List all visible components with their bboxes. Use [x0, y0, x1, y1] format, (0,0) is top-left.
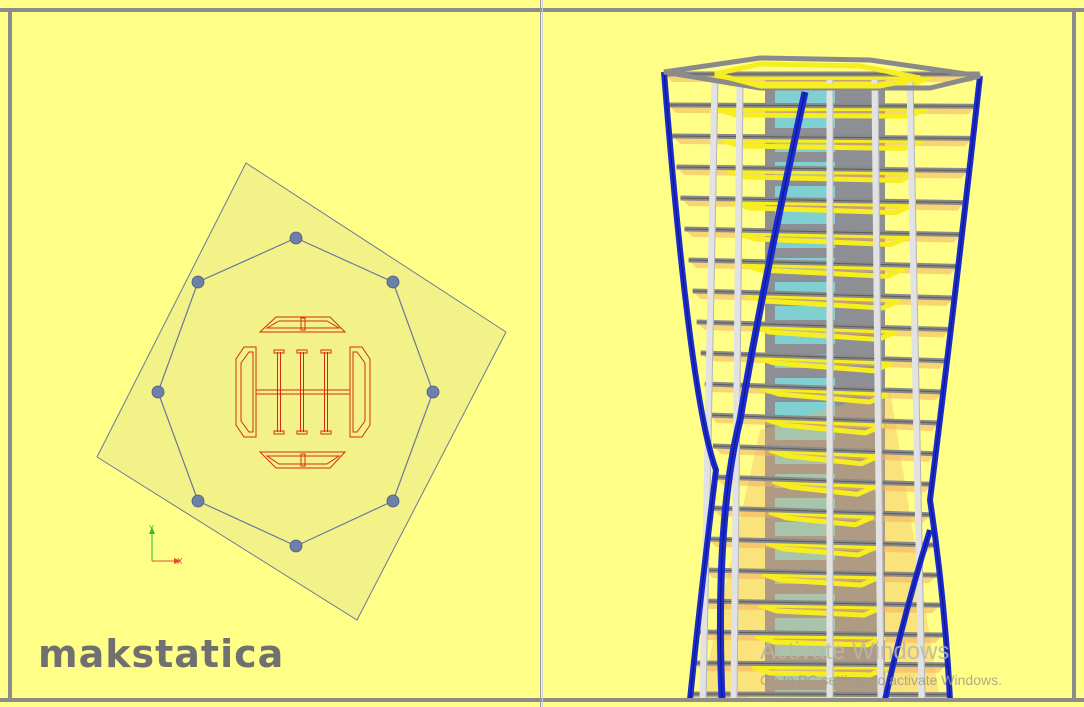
core-panel: [775, 618, 835, 632]
frame-border-left: [8, 8, 12, 702]
viewport-splitter[interactable]: [540, 0, 544, 707]
core-walls[interactable]: [235, 316, 371, 469]
plan-column: [426, 385, 440, 399]
plan-columns: [151, 231, 440, 553]
core-stub: [300, 317, 306, 331]
watermark-subtitle: Go to PC settings to activate Windows.: [760, 672, 1002, 688]
floor-perimeter-line: [712, 445, 937, 455]
floor-edge-beam: [751, 664, 890, 678]
floor-edge-beam: [765, 540, 878, 558]
core-right-wall-inner: [352, 351, 366, 433]
tower-floors: [664, 71, 980, 698]
core-panel: [775, 402, 835, 416]
tower-column-edge: [877, 79, 885, 698]
axis-y-arrow: [149, 527, 155, 534]
core-panel: [775, 186, 835, 200]
core-top-flange-inner: [265, 320, 341, 329]
plan-column: [386, 275, 400, 289]
core-top-flange: [258, 316, 347, 333]
axis-x-arrow: [174, 558, 181, 564]
core-panel: [775, 306, 835, 320]
core-left-wall: [235, 346, 257, 438]
plan-column: [151, 385, 165, 399]
roof-edge-beam: [714, 61, 921, 89]
floor-perimeter-line: [690, 693, 950, 696]
floor-edge-beam: [768, 509, 875, 528]
activation-watermark: Activate Windows Go to PC settings to ac…: [760, 638, 1002, 688]
plan-column: [191, 494, 205, 508]
core-web-cap: [320, 349, 332, 354]
floor-edge-beam: [755, 354, 893, 374]
tower-column: [871, 79, 885, 698]
core-web-cap: [273, 349, 285, 354]
floor-perimeter-line: [680, 197, 966, 204]
core-right-wall: [349, 346, 371, 438]
floor-edge-beam: [771, 478, 877, 497]
plan-column: [289, 231, 303, 245]
floor-edge-beam: [721, 137, 924, 151]
floor-edge-beam: [768, 447, 881, 467]
floor-edge-beam: [761, 571, 881, 588]
floor-edge-beam: [758, 602, 884, 618]
floor-perimeter-line: [701, 600, 941, 606]
core-web-cap: [273, 430, 285, 435]
plan-column: [289, 539, 303, 553]
core-left-wall-inner: [240, 351, 254, 433]
core-web-cap: [296, 349, 308, 354]
floor-perimeter-line: [700, 352, 948, 362]
floor-edge-beam: [759, 385, 889, 405]
core-web-cap: [320, 430, 332, 435]
core-bottom-flange: [258, 451, 347, 469]
tower-column-edge: [736, 79, 744, 698]
diagrid-brace-edge: [719, 91, 806, 698]
core-panel: [775, 210, 835, 224]
tower-model: [661, 55, 983, 698]
floor-perimeter-line: [711, 507, 931, 516]
axis-indicator: Y X: [148, 524, 183, 566]
tower-column-edge: [912, 79, 926, 698]
axis-y-label: Y: [148, 524, 154, 533]
floor-edge-beam: [764, 416, 885, 436]
tower-column-edge: [705, 79, 719, 698]
diagrid-brace-edge: [929, 75, 981, 698]
floor-edge-beam: [736, 230, 911, 248]
watermark-title: Activate Windows: [760, 638, 950, 665]
floor-perimeter-line: [668, 104, 977, 107]
plan-viewport[interactable]: Y X: [12, 12, 540, 698]
core-stub: [300, 453, 306, 467]
floor-perimeter-line: [708, 538, 934, 546]
tower-column: [906, 79, 926, 698]
floor-perimeter-line: [672, 135, 973, 139]
frame-border-right: [1072, 8, 1076, 702]
diagrid-brace-edge: [884, 529, 931, 698]
plan-drawing: Y X: [96, 162, 507, 621]
floor-perimeter-line: [715, 476, 933, 485]
diagrid-members: [661, 55, 983, 698]
plan-column: [191, 275, 205, 289]
core-bottom-flange-inner: [265, 455, 341, 465]
floor-edge-beam: [745, 292, 902, 311]
tower-column: [699, 79, 719, 698]
floor-perimeter-line: [708, 414, 940, 424]
core-web-cap: [296, 430, 308, 435]
floor-perimeter-line: [676, 166, 969, 172]
floor-edge-beam: [748, 694, 893, 698]
axis-x-label: X: [177, 557, 183, 566]
floor-edge-beam: [731, 199, 915, 216]
tower-column: [730, 79, 744, 698]
model-3d-viewport[interactable]: [544, 12, 1072, 698]
diagrid-brace-edge: [663, 71, 717, 698]
floor-edge-beam: [740, 261, 906, 279]
core-panel: [775, 522, 835, 536]
floor-perimeter-line: [704, 569, 938, 576]
brand-logo: makstatica: [38, 632, 285, 676]
plan-column: [386, 494, 400, 508]
floor-edge-beam: [754, 633, 887, 648]
